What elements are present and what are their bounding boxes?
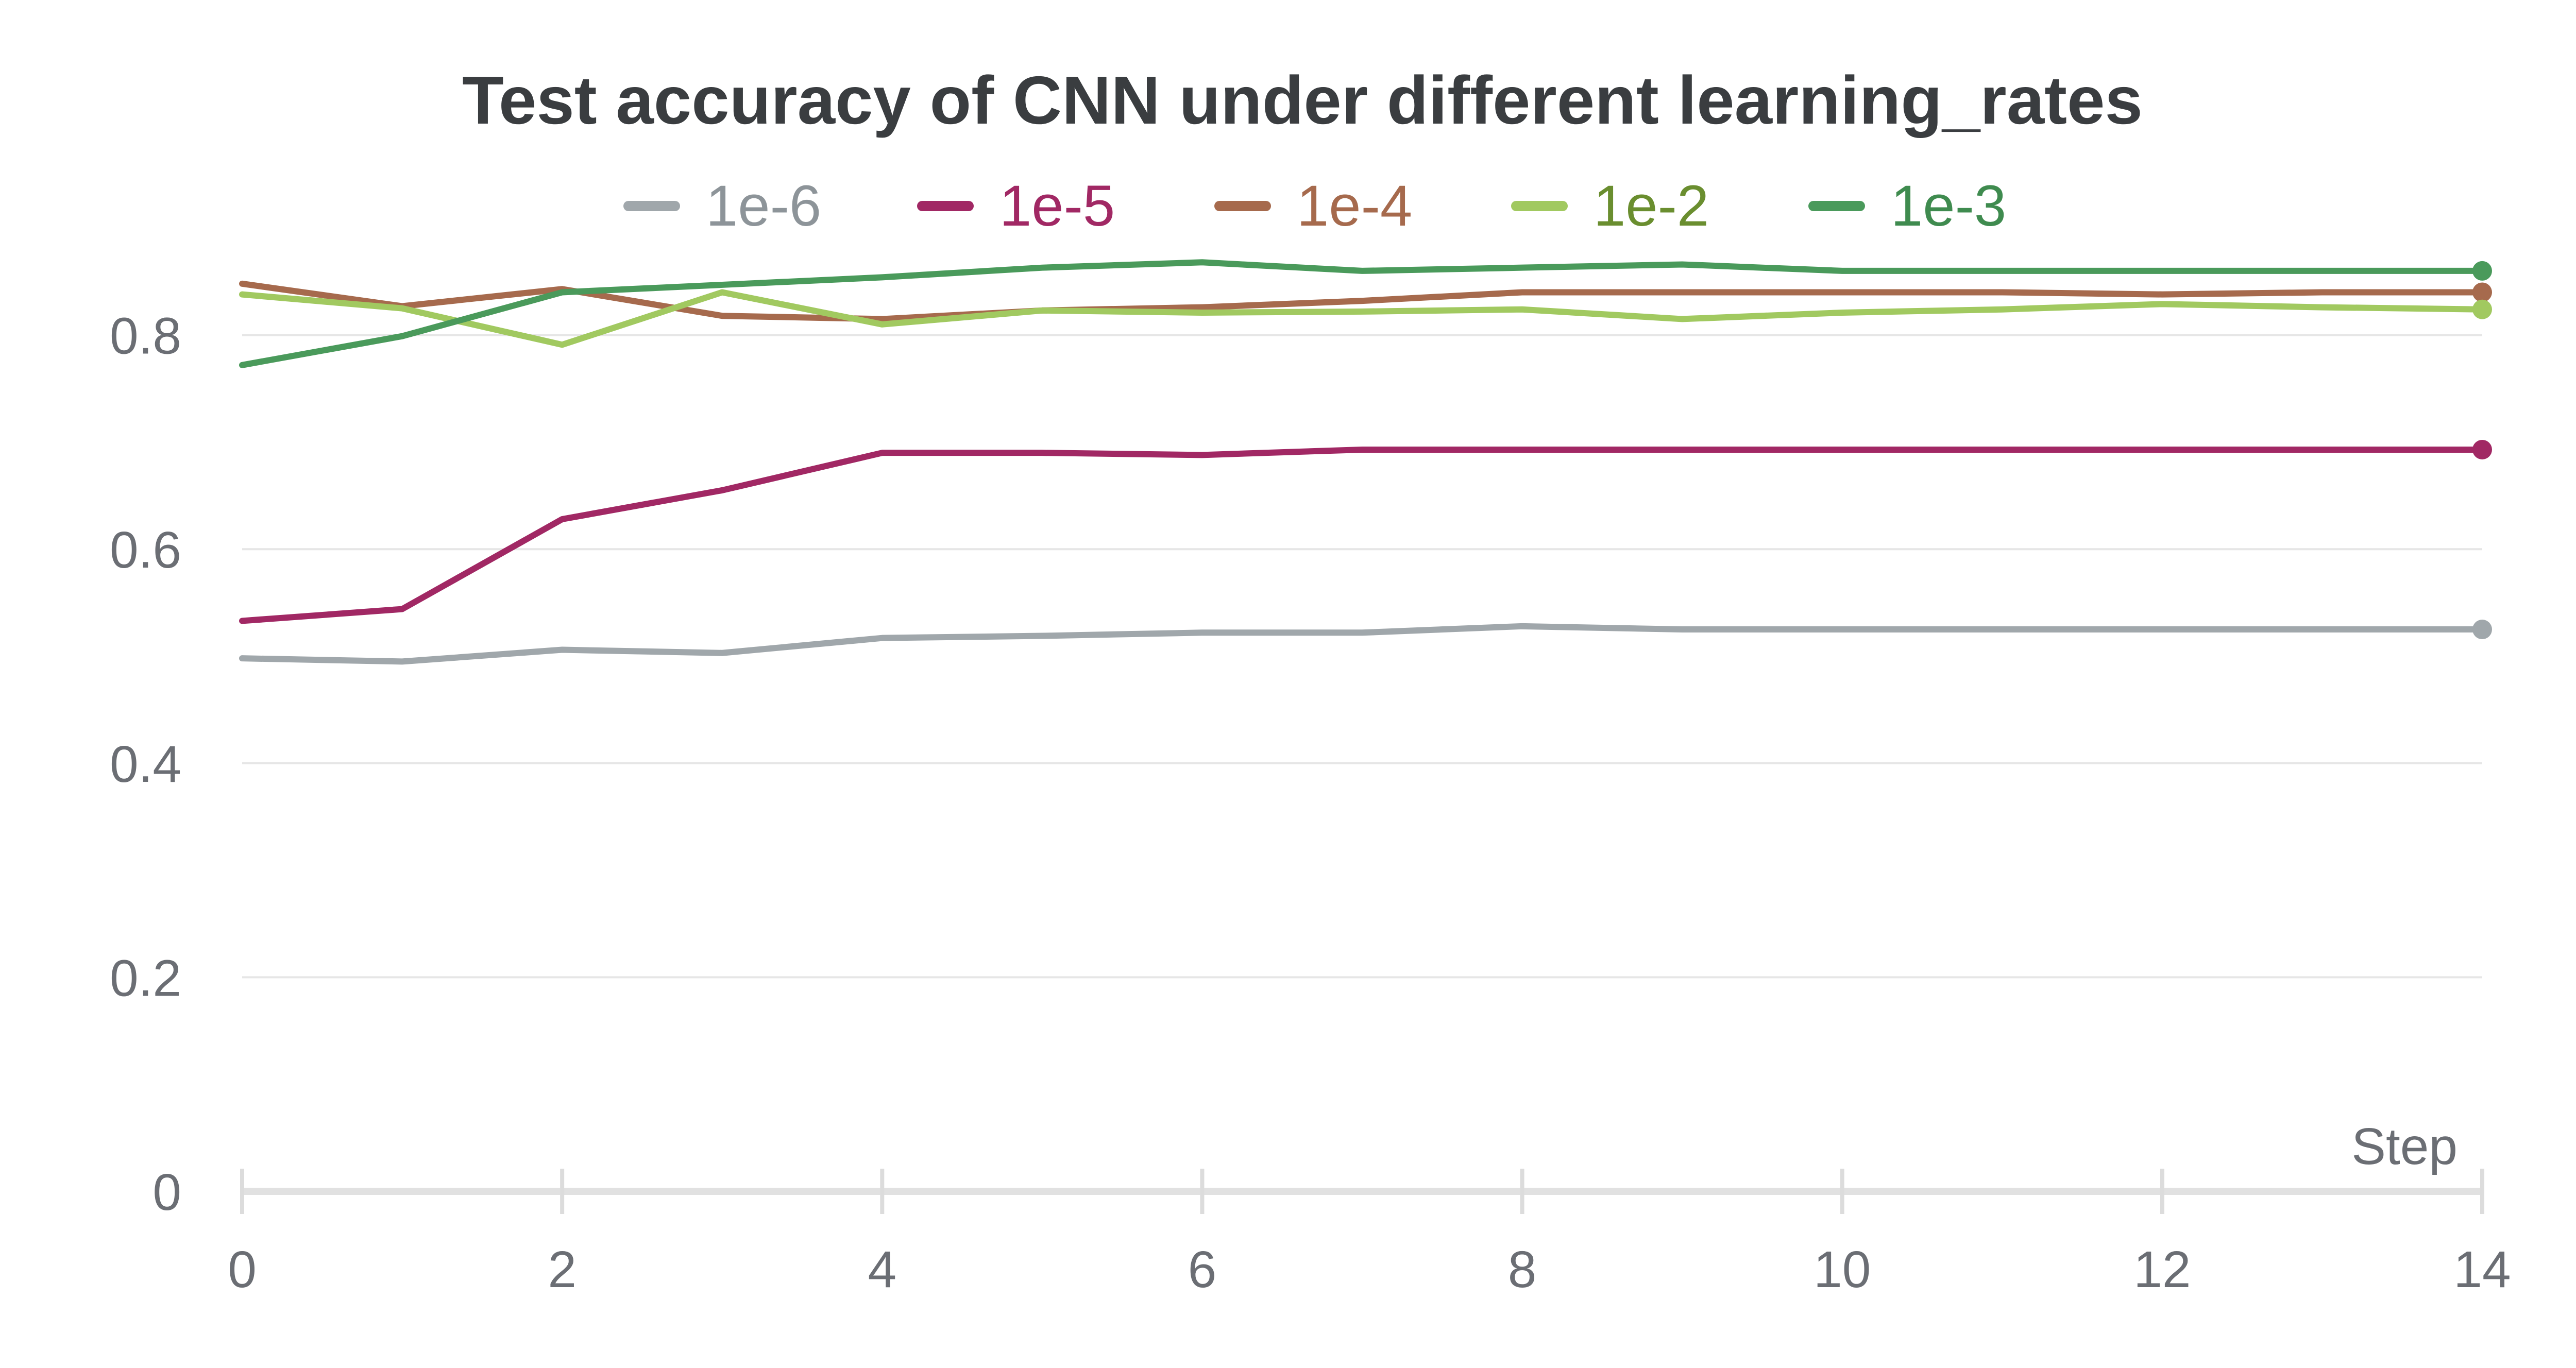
series-end-marker-1e-4 xyxy=(2472,282,2492,302)
x-tick-label: 10 xyxy=(1814,1241,1871,1298)
legend-label: 1e-2 xyxy=(1594,174,1709,238)
legend-swatch xyxy=(1511,201,1568,211)
legend-item-1e-2[interactable]: 1e-2 xyxy=(1511,174,1709,238)
y-tick-label: 0.4 xyxy=(110,736,181,793)
series-end-marker-1e-2 xyxy=(2472,299,2492,319)
legend-swatch xyxy=(917,201,974,211)
x-tick-label: 14 xyxy=(2453,1241,2511,1298)
y-tick-label: 0.2 xyxy=(110,949,181,1007)
legend-label: 1e-5 xyxy=(999,174,1115,238)
legend: 1e-6 1e-5 1e-4 1e-2 1e-3 xyxy=(623,174,2006,238)
y-tick-label: 0 xyxy=(152,1164,181,1221)
x-axis: 0 2 4 6 8 10 12 14 xyxy=(228,1169,2511,1298)
series-line-1e-3 xyxy=(239,259,2485,368)
series-line-1e-5 xyxy=(239,446,2485,624)
series-end-marker-1e-5 xyxy=(2472,439,2492,459)
series-end-marker-1e-3 xyxy=(2472,261,2492,281)
legend-swatch xyxy=(623,201,680,211)
legend-label: 1e-6 xyxy=(706,174,821,238)
gridlines xyxy=(242,334,2482,979)
series-group xyxy=(239,259,2492,665)
x-tick-label: 6 xyxy=(1188,1241,1217,1298)
y-tick-label: 0.8 xyxy=(110,307,181,365)
x-tick-label: 0 xyxy=(228,1241,257,1298)
legend-item-1e-3[interactable]: 1e-3 xyxy=(1808,174,2006,238)
x-tick-label: 4 xyxy=(868,1241,896,1298)
series-line-1e-2 xyxy=(239,289,2485,348)
series-line-1e-6 xyxy=(239,623,2485,665)
legend-item-1e-5[interactable]: 1e-5 xyxy=(917,174,1115,238)
y-axis: 0 0.2 0.4 0.6 0.8 xyxy=(110,307,181,1221)
x-tick-label: 2 xyxy=(548,1241,577,1298)
series-line-1e-4 xyxy=(239,280,2485,322)
x-axis-label: Step xyxy=(2351,1118,2458,1175)
legend-item-1e-6[interactable]: 1e-6 xyxy=(623,174,821,238)
y-tick-label: 0.6 xyxy=(110,521,181,579)
legend-swatch xyxy=(1808,201,1865,211)
x-tick-label: 12 xyxy=(2133,1241,2191,1298)
legend-label: 1e-4 xyxy=(1297,174,1412,238)
legend-label: 1e-3 xyxy=(1891,174,2006,238)
legend-item-1e-4[interactable]: 1e-4 xyxy=(1214,174,1412,238)
legend-swatch xyxy=(1214,201,1271,211)
x-tick-label: 8 xyxy=(1508,1241,1537,1298)
chart-title: Test accuracy of CNN under different lea… xyxy=(462,62,2143,138)
series-end-marker-1e-6 xyxy=(2472,620,2492,640)
